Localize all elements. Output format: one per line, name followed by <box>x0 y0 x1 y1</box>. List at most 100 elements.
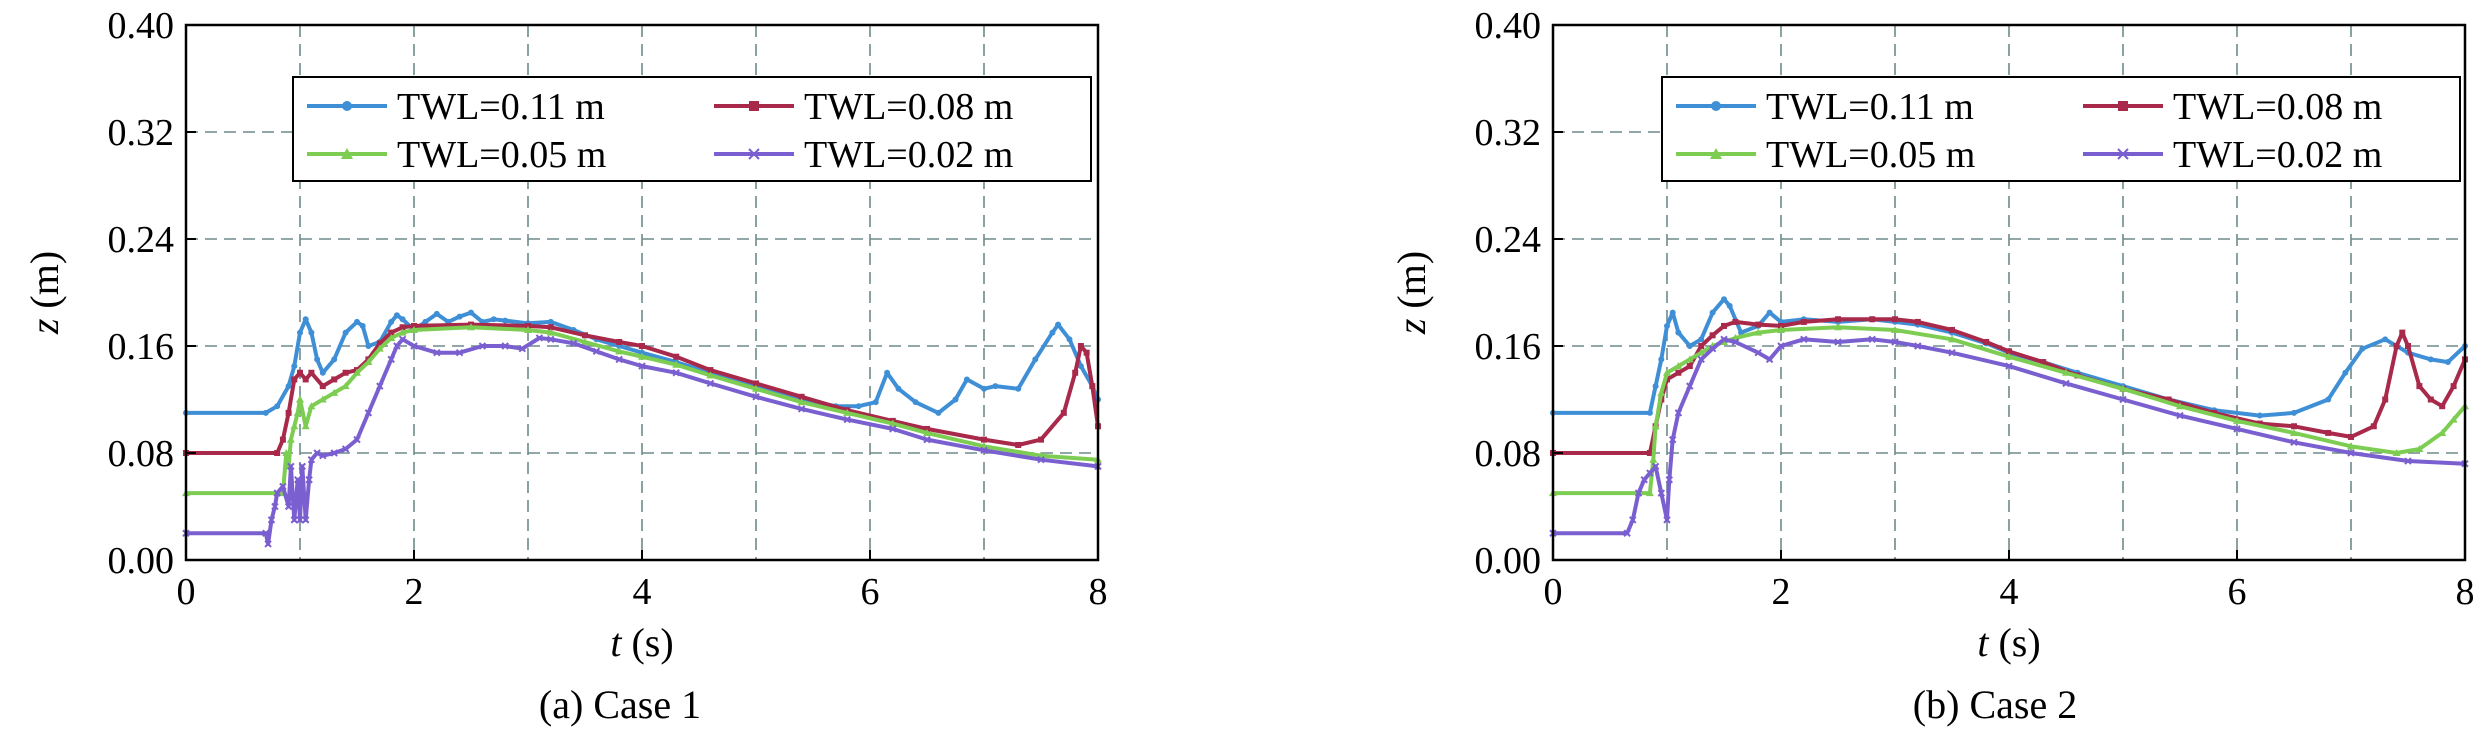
data-point <box>1709 309 1716 316</box>
data-point <box>1738 329 1745 336</box>
data-point <box>1800 335 1808 344</box>
data-point <box>398 328 407 336</box>
x-tick-label: 2 <box>405 571 424 613</box>
data-point <box>375 344 384 352</box>
data-point <box>262 529 270 537</box>
data-point <box>889 425 897 433</box>
data-point <box>302 376 309 383</box>
data-point <box>2392 449 2401 456</box>
data-point <box>468 309 474 316</box>
data-point <box>672 369 680 377</box>
data-point <box>2325 429 2332 436</box>
y-tick-label: 0.00 <box>1475 540 1542 582</box>
data-point <box>923 435 931 444</box>
x-axis-title: t (s) <box>610 620 673 665</box>
data-point <box>2006 348 2012 355</box>
data-point <box>855 403 862 410</box>
data-point <box>2233 425 2241 433</box>
data-point <box>1032 356 1039 363</box>
data-point <box>1649 455 1658 463</box>
data-point <box>752 393 760 401</box>
data-point <box>262 409 269 416</box>
data-point <box>308 369 315 376</box>
legend-label: TWL=0.05 m <box>1766 134 1975 176</box>
data-point <box>1674 409 1683 417</box>
data-point <box>342 369 349 376</box>
data-point <box>502 317 509 324</box>
data-point <box>376 340 383 347</box>
x-tick-label: 6 <box>2228 571 2247 613</box>
data-point <box>354 318 360 325</box>
data-point <box>1948 335 1956 343</box>
data-point <box>981 436 987 443</box>
data-point <box>639 343 645 349</box>
data-point <box>615 355 623 364</box>
data-point <box>1914 318 1921 325</box>
data-point <box>2347 442 2355 450</box>
y-tick-label: 0.16 <box>108 326 175 368</box>
data-point <box>581 337 589 345</box>
y-tick-label: 0.32 <box>1475 112 1542 154</box>
data-point <box>271 502 279 511</box>
data-point <box>616 338 623 345</box>
data-point <box>2359 345 2366 352</box>
data-point <box>673 353 680 360</box>
data-point <box>1891 325 1899 333</box>
data-point <box>1657 388 1666 396</box>
legend-marker <box>1711 101 1721 111</box>
data-point <box>279 436 286 443</box>
data-point <box>798 393 805 400</box>
legend-marker <box>1710 148 1722 159</box>
data-point <box>615 347 624 355</box>
data-point <box>1675 369 1682 376</box>
y-tick-label: 0.32 <box>108 112 175 154</box>
data-point <box>330 449 338 457</box>
data-point <box>924 425 930 432</box>
chart-panel-2: 0 2 4 6 80.000.080.160.240.320.40t (s)z (m)(… <box>1389 5 2475 727</box>
data-point <box>843 408 852 416</box>
data-point <box>313 449 321 457</box>
data-point <box>387 355 395 364</box>
data-point <box>1777 342 1785 350</box>
data-point <box>1651 422 1660 430</box>
y-tick-label: 0.40 <box>108 5 175 47</box>
data-point <box>359 322 366 329</box>
data-point <box>296 395 304 403</box>
data-point <box>393 342 401 350</box>
data-point <box>547 324 554 331</box>
data-point <box>1765 355 1774 364</box>
data-point <box>1072 369 1079 376</box>
data-point <box>582 332 588 339</box>
data-point <box>992 383 999 390</box>
data-point <box>2382 336 2389 343</box>
data-point <box>1834 338 1842 346</box>
data-point <box>398 335 407 344</box>
data-point <box>307 402 316 410</box>
x-tick-label: 0 <box>1544 571 1563 613</box>
data-point <box>305 476 313 484</box>
data-point <box>1015 385 1022 392</box>
y-tick-label: 0.08 <box>1475 433 1542 475</box>
data-point <box>706 371 715 379</box>
data-point <box>2165 396 2172 403</box>
data-point <box>331 376 338 383</box>
data-point <box>1720 335 1728 344</box>
y-axis-unit: (m) <box>1389 251 1434 319</box>
data-point <box>1721 322 1727 329</box>
data-point <box>1698 343 1705 349</box>
x-tick-label: 4 <box>633 571 652 613</box>
x-axis-unit: (s) <box>621 620 673 665</box>
data-point <box>1834 323 1842 331</box>
x-tick-label: 0 <box>177 571 196 613</box>
data-point <box>274 450 281 456</box>
data-point <box>2005 362 2013 370</box>
data-point <box>1658 356 1665 363</box>
legend-marker <box>2118 101 2128 111</box>
data-point <box>2119 395 2127 404</box>
data-point <box>2415 444 2424 452</box>
data-point <box>1686 382 1694 390</box>
data-point <box>1669 309 1676 316</box>
y-axis-title: z (m) <box>22 251 67 335</box>
data-point <box>1697 348 1706 356</box>
legend: TWL=0.11 m TWL=0.08 m TWL=0.05 m TWL=0.02 m <box>1661 76 2461 182</box>
